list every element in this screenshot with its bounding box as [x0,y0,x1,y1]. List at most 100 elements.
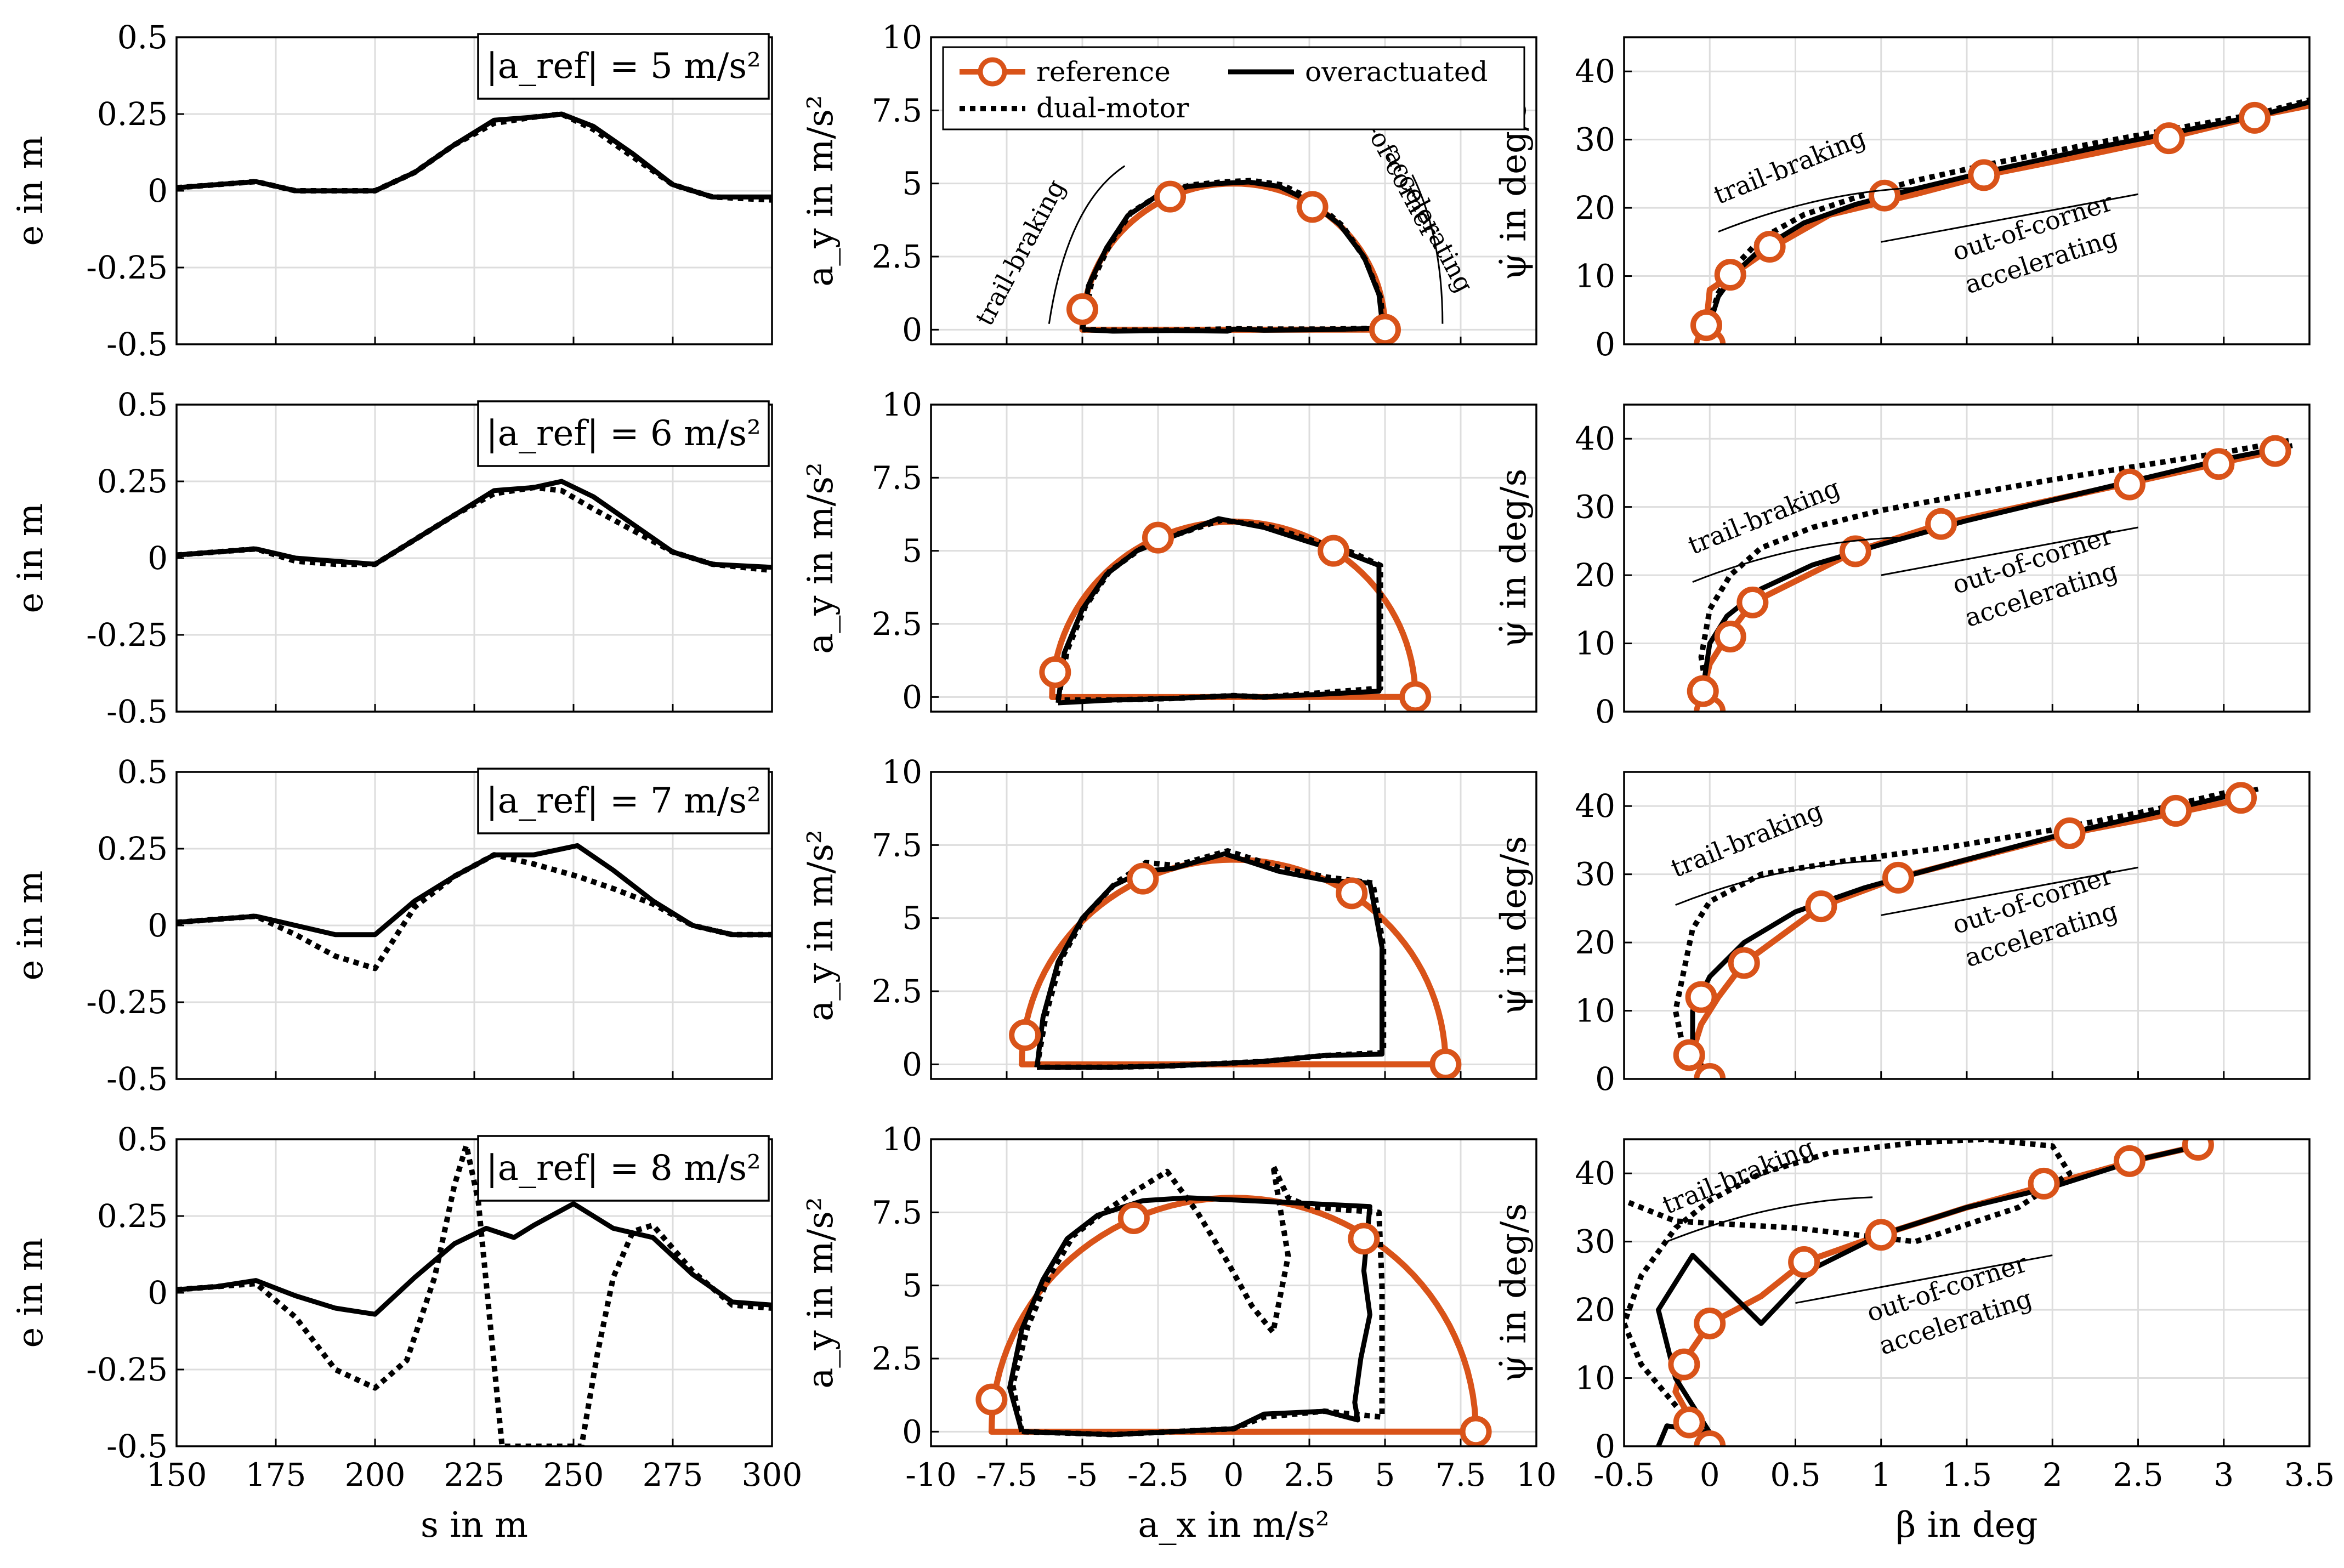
condition-box [477,1135,770,1202]
series-overactuated [1007,1195,1372,1438]
y-tick-label: -0.5 [106,326,168,363]
x-tick-label: -10 [905,1456,956,1493]
reference-marker [1673,1039,1705,1071]
legend-dual-motor-label: dual-motor [1036,92,1189,124]
panel-gg-2: 10 7.5 5 2.5 0 a_y in m/s² [801,753,1537,1083]
x-tick-label: 150 [146,1456,207,1493]
x-tick-label: -0.5 [1593,1456,1655,1493]
y-tick-label: 0 [1595,1060,1615,1098]
plot-area [1672,782,2259,1079]
plot-area [1009,848,1462,1079]
reference-marker [2203,448,2235,480]
reference-marker [1968,159,2000,191]
series-overactuated [1707,99,2309,344]
y-tick-label: -0.25 [86,616,168,654]
axes-box [930,404,1537,713]
y-tick-label: 30 [1575,1223,1615,1260]
arrow-out-of-corner [1881,866,2138,916]
y-tick-label: 10 [1575,1360,1615,1397]
axes-box [1623,404,2311,713]
reference-marker [1348,1223,1380,1255]
reference-marker [1839,535,1871,567]
y-tick-label: 0.25 [97,95,168,133]
series-dual-motor [177,485,772,573]
reference-marker [1687,675,1719,707]
legend: reference dual-motor overactuated [942,46,1525,130]
y-tick-label: 10 [1575,625,1615,662]
series-dual-motor [1080,178,1387,333]
reference-marker [1009,1019,1041,1051]
y-axis-label: a_y in m/s² [801,1197,841,1388]
plot-area [1687,435,2293,712]
plot-area [177,479,772,573]
reference-marker [1690,309,1722,342]
y-tick-label: -0.5 [106,1060,168,1098]
axes-box [1623,1138,2311,1447]
reference-marker [1736,586,1769,618]
reference-marker [1039,656,1071,688]
reference-marker [2113,1145,2146,1177]
plot-area [1690,97,2309,344]
reference-marker [2182,1139,2214,1161]
panel-error-1: 0.5 0.25 0 -0.25 -0.5 e in m |a_ref| = 6 m/s² [10,386,773,730]
reference-marker [1673,1406,1705,1439]
y-tick-label: 0 [1595,693,1615,730]
reference-marker [2113,468,2146,501]
arrow-out-of-corner [1411,174,1444,324]
annotation-trail-braking: trail-braking [1710,122,1870,210]
y-tick-label: 10 [882,19,922,56]
y-tick-label: 7.5 [872,459,922,496]
series-overactuated [177,1201,772,1317]
y-tick-label: 0 [902,678,922,715]
y-axis-label: ψ̇ in deg/s [1494,836,1534,1015]
y-tick-label: 40 [1575,1155,1615,1192]
x-tick-label: 1 [1871,1456,1891,1493]
x-tick-label: -7.5 [976,1456,1037,1493]
y-tick-label: 2.5 [872,973,922,1010]
condition-label: |a_ref| = 7 m/s² [486,781,761,821]
axes-box [175,1138,773,1447]
x-tick-label: 3.5 [2284,1456,2335,1493]
y-tick-label: 0.5 [117,386,168,423]
x-tick-label: 300 [742,1456,803,1493]
y-tick-label: 2.5 [872,1340,922,1377]
reference-marker [975,1383,1008,1416]
reference-marker [2160,794,2192,827]
x-tick-label: -2.5 [1127,1456,1189,1493]
condition-box [477,400,770,467]
reference-marker [1694,1063,1726,1079]
y-tick-label: -0.25 [86,984,168,1021]
series-dual-motor [177,111,772,203]
y-tick-label: -0.25 [86,1351,168,1388]
reference-marker [1460,1416,1492,1446]
panel-gg-1: 10 7.5 5 2.5 0 a_y in m/s² [801,386,1537,715]
reference-marker [1869,179,1900,212]
y-tick-label: 2.5 [872,605,922,643]
plot-area [177,111,772,203]
y-axis-label: a_y in m/s² [801,830,841,1021]
y-tick-label: 0 [147,172,168,209]
x-tick-label: 10 [1516,1456,1557,1493]
y-axis-label: e in m [10,871,51,981]
reference-marker [1694,1308,1726,1339]
y-axis-label: ψ̇ in deg/s [1494,469,1534,648]
reference-marker [1668,1348,1700,1380]
y-tick-label: 20 [1575,556,1615,594]
condition-box [477,768,770,834]
reference-curve [1689,796,2242,1079]
reference-marker [1694,1430,1726,1446]
plot-area [1624,1139,2214,1446]
x-tick-label: 1.5 [1942,1456,1992,1493]
panel-error-2: 0.5 0.25 0 -0.25 -0.5 e in m |a_ref| = 7 m/s² [10,753,773,1098]
y-tick-label: 40 [1575,420,1615,457]
axes-box [930,771,1537,1080]
y-tick-label: 0 [147,539,168,577]
reference-marker [1369,314,1401,344]
legend-reference-label: reference [1036,56,1171,88]
x-tick-label: 225 [444,1456,505,1493]
reference-marker [1714,621,1746,653]
condition-label: |a_ref| = 6 m/s² [486,413,761,454]
reference-marker [2225,782,2257,814]
y-tick-label: 0 [902,1413,922,1450]
